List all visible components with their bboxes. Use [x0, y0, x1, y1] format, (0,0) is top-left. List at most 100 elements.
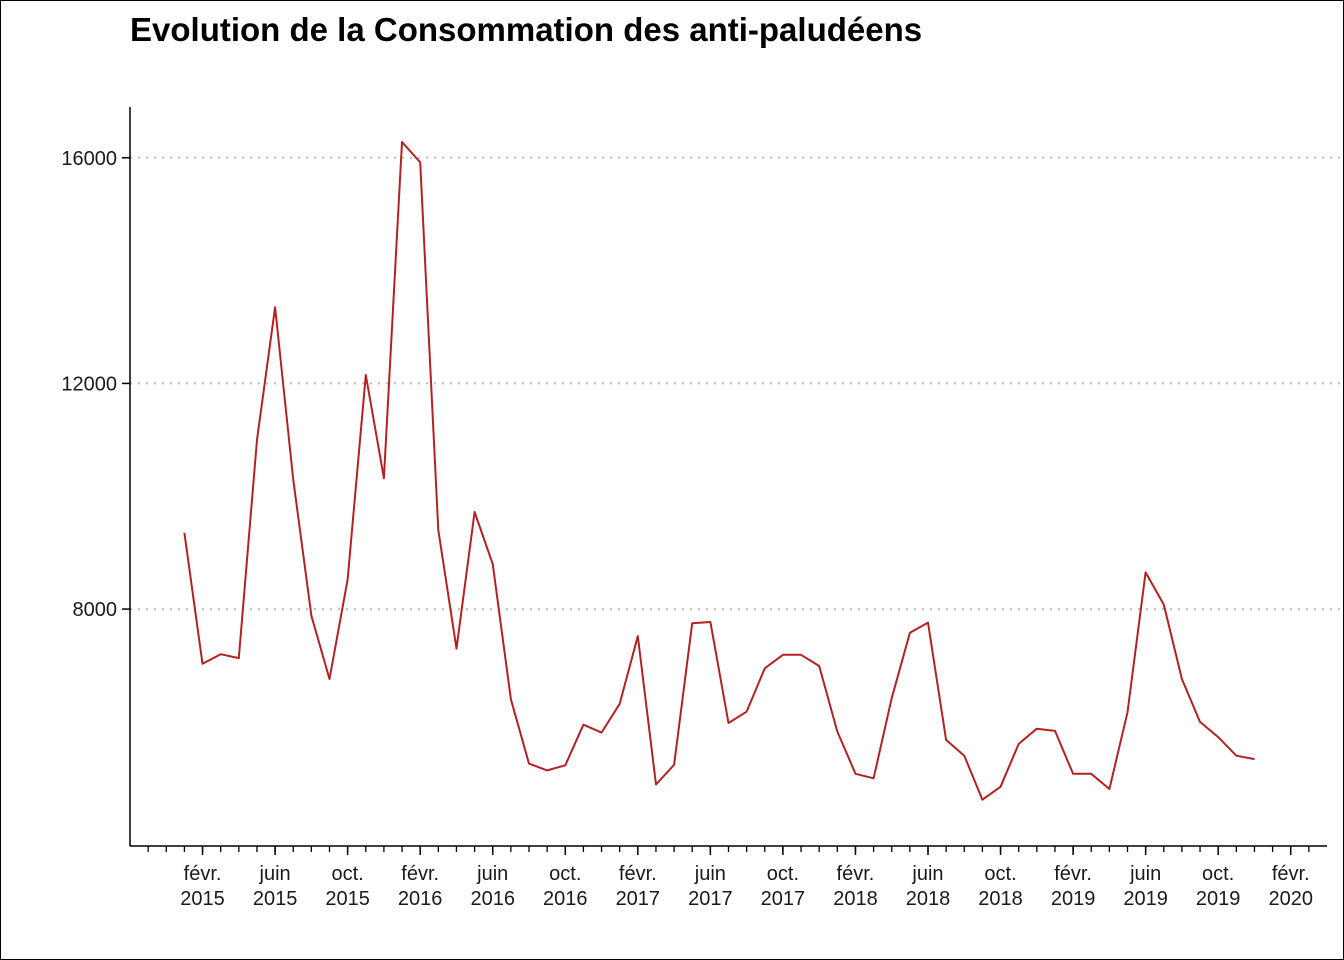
x-tick-label-year: 2017 [688, 888, 733, 910]
data-point [1236, 755, 1237, 756]
x-tick-label-year: 2015 [253, 888, 298, 910]
data-point [401, 141, 402, 142]
data-point [1036, 728, 1037, 729]
data-point [619, 703, 620, 704]
y-tick-label: 8000 [73, 599, 118, 621]
data-point [746, 711, 747, 712]
x-tick-label-month: févr. [1054, 863, 1092, 885]
x-tick-label-year: 2015 [325, 888, 370, 910]
x-tick-label-month: févr. [837, 863, 875, 885]
data-point [238, 658, 239, 659]
data-point [601, 732, 602, 733]
x-tick-label-month: févr. [184, 863, 222, 885]
data-point [329, 678, 330, 679]
x-tick-label-month: juin [259, 863, 291, 885]
data-point [1254, 759, 1255, 760]
data-point [1181, 678, 1182, 679]
data-point [528, 763, 529, 764]
axes [122, 107, 1327, 855]
x-tick-label-month: oct. [984, 863, 1016, 885]
data-point [637, 636, 638, 637]
data-point [492, 563, 493, 564]
x-tick-label-year: 2018 [978, 888, 1023, 910]
data-point [1109, 788, 1110, 789]
data-point [220, 654, 221, 655]
series-line [183, 141, 1255, 801]
data-point [927, 622, 928, 623]
data-point [909, 632, 910, 633]
data-point [1000, 786, 1001, 787]
data-point [1199, 721, 1200, 722]
data-point [692, 623, 693, 624]
x-tick-label-year: 2017 [761, 888, 806, 910]
data-point [673, 764, 674, 765]
x-tick-label-month: oct. [1202, 863, 1234, 885]
data-point [438, 529, 439, 530]
data-point [728, 722, 729, 723]
data-point [1163, 604, 1164, 605]
data-point [946, 739, 947, 740]
data-point [655, 784, 656, 785]
x-tick-label-month: févr. [619, 863, 657, 885]
data-point [1072, 773, 1073, 774]
x-tick-label-month: oct. [549, 863, 581, 885]
data-point [510, 699, 511, 700]
data-point [202, 663, 203, 664]
x-tick-label-year: 2019 [1196, 888, 1241, 910]
data-point [837, 731, 838, 732]
data-point [982, 799, 983, 800]
data-point [873, 778, 874, 779]
data-point [565, 765, 566, 766]
x-tick-label-year: 2017 [616, 888, 661, 910]
data-point [293, 479, 294, 480]
x-tick-label-month: juin [476, 863, 508, 885]
x-tick-label-year: 2016 [398, 888, 443, 910]
data-point [347, 579, 348, 580]
data-point [1054, 730, 1055, 731]
data-point [1091, 773, 1092, 774]
x-tick-label-month: févr. [1272, 863, 1310, 885]
data-point [782, 654, 783, 655]
data-point [855, 773, 856, 774]
data-point [365, 374, 366, 375]
data-point [1145, 572, 1146, 573]
data-point [474, 511, 475, 512]
data-point [964, 755, 965, 756]
data-point [1218, 737, 1219, 738]
x-tick-label-month: oct. [767, 863, 799, 885]
data-point [274, 307, 275, 308]
data-point [583, 724, 584, 725]
data-point [1127, 712, 1128, 713]
x-tick-label-year: 2019 [1123, 888, 1168, 910]
data-point [420, 162, 421, 163]
data-point [800, 654, 801, 655]
x-tick-label-year: 2020 [1268, 888, 1313, 910]
y-tick-label: 12000 [61, 373, 117, 395]
x-tick-label-month: févr. [401, 863, 439, 885]
x-tick-label-year: 2019 [1051, 888, 1096, 910]
data-point [456, 648, 457, 649]
x-tick-label-year: 2018 [906, 888, 951, 910]
data-point [1018, 743, 1019, 744]
x-tick-label-month: juin [911, 863, 943, 885]
data-point [891, 698, 892, 699]
data-point [184, 532, 185, 533]
data-point [819, 665, 820, 666]
x-tick-label-month: juin [694, 863, 726, 885]
x-tick-label-year: 2018 [833, 888, 878, 910]
gridlines [130, 156, 1343, 611]
data-point [256, 439, 257, 440]
data-point [764, 668, 765, 669]
data-point [710, 621, 711, 622]
x-tick-label-year: 2016 [543, 888, 588, 910]
x-tick-label-year: 2015 [180, 888, 225, 910]
y-tick-label: 16000 [61, 148, 117, 170]
x-tick-label-year: 2016 [470, 888, 515, 910]
x-tick-label-month: oct. [332, 863, 364, 885]
series-layer [183, 141, 1255, 801]
data-point [311, 615, 312, 616]
data-point [547, 770, 548, 771]
x-tick-label-month: juin [1129, 863, 1161, 885]
